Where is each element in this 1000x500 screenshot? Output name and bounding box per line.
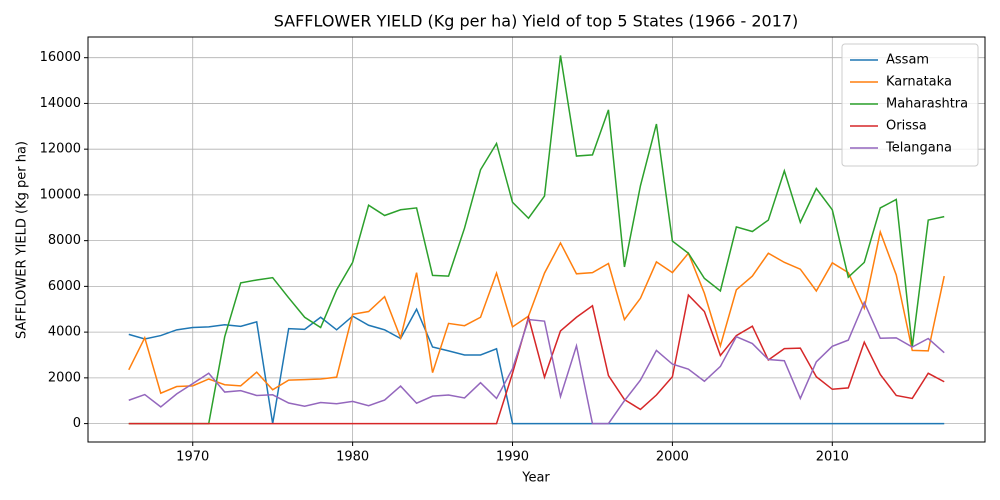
legend-label: Maharashtra [886,97,968,112]
x-tick-label: 2000 [656,450,689,465]
legend-label: Assam [886,53,929,68]
series-line [128,307,945,425]
legend-label: Telangana [885,141,952,156]
plot-frame [87,36,986,443]
y-tick-label: 6000 [48,279,81,294]
x-tick-label: 2010 [816,450,849,465]
x-axis-label: Year [521,471,550,486]
series-line [128,293,945,425]
legend-label: Karnataka [886,75,952,90]
series-line [128,229,945,395]
y-tick-label: 4000 [48,325,81,340]
legend-box [841,43,979,167]
x-tick-label: 1970 [176,450,209,465]
y-tick-label: 12000 [40,142,81,157]
y-axis-label: SAFFLOWER YIELD (Kg per ha) [15,141,30,339]
x-tick-label: 1990 [496,450,529,465]
legend-label: Orissa [886,119,927,134]
y-tick-label: 0 [73,416,81,431]
legend: Assam Karnataka Maharashtra Orissa Telangana [841,43,979,167]
y-tick-label: 8000 [48,233,81,248]
x-tick-label: 1980 [336,450,369,465]
series-line [128,55,945,425]
series-line [128,300,945,425]
y-tick-label: 16000 [40,50,81,65]
y-tick-label: 10000 [40,187,81,202]
y-tick-label: 2000 [48,370,81,385]
chart-title: SAFFLOWER YIELD (Kg per ha) Yield of top… [274,12,799,31]
y-tick-label: 14000 [40,96,81,111]
